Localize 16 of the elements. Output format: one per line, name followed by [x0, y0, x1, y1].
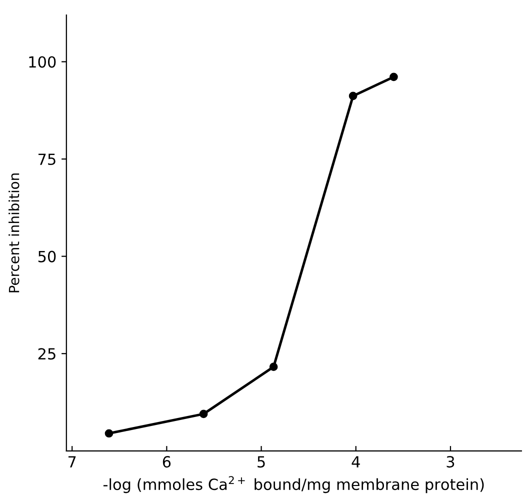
x-tick-label: 6	[162, 456, 171, 468]
y-tick-label: 75	[38, 154, 56, 166]
x-tick-label: 7	[68, 456, 76, 468]
x-tick-label: 4	[352, 456, 360, 468]
y-axis-title: Percent inhibition	[8, 174, 20, 292]
x-tick-label: 5	[258, 456, 265, 468]
x-axis-title: -log (mmoles Ca$^{2+}$ bound/mg membrane protein)	[103, 476, 484, 494]
y-tick-label: 100	[29, 56, 56, 68]
y-tick-label: 50	[38, 250, 56, 262]
x-tick-label: 3	[446, 456, 454, 468]
point	[269, 362, 278, 372]
point	[348, 92, 358, 100]
point	[390, 72, 398, 82]
point	[199, 410, 208, 418]
point	[104, 429, 114, 438]
y-tick-label: 25	[38, 348, 56, 360]
